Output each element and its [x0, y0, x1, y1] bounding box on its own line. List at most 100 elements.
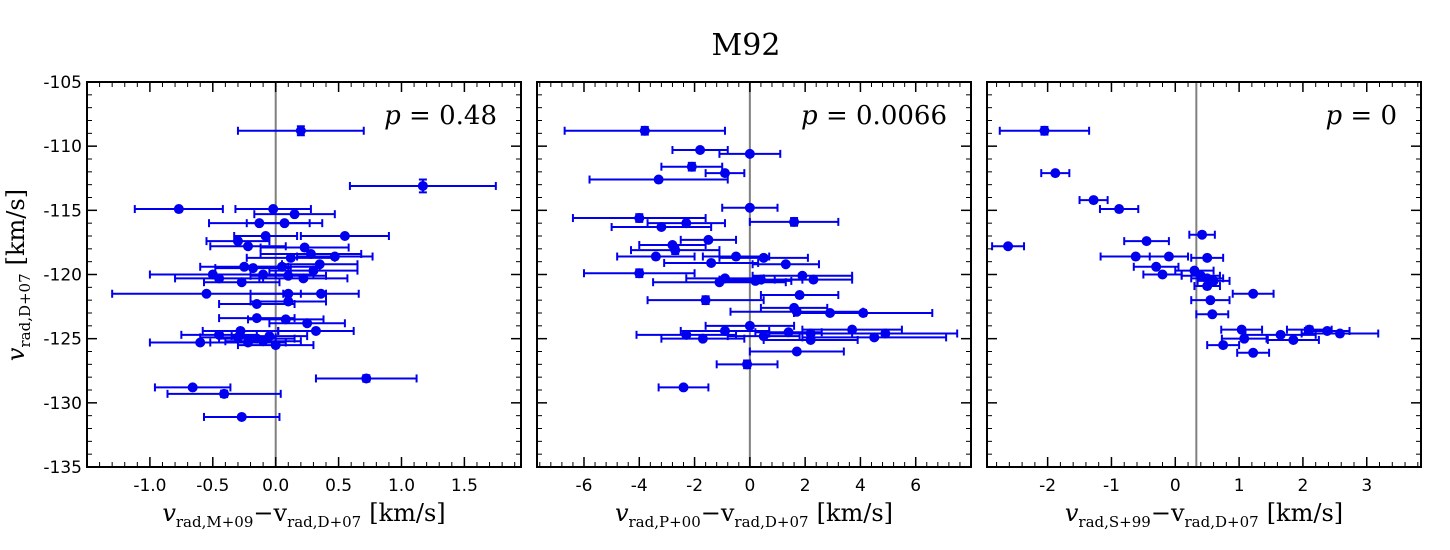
x-label-minus-var: −v: [1151, 499, 1185, 527]
data-point: [660, 161, 724, 172]
data-point: [245, 218, 324, 229]
data-point: [166, 388, 282, 399]
data-marker: [276, 261, 287, 272]
data-point: [205, 236, 271, 247]
data-marker: [1207, 309, 1218, 320]
data-marker: [880, 328, 891, 339]
data-marker: [295, 125, 306, 136]
x-label-var: v: [1065, 499, 1079, 527]
data-point: [1190, 252, 1225, 263]
data-point: [1190, 295, 1231, 306]
data-marker: [634, 213, 645, 224]
data-marker: [1141, 236, 1152, 247]
data-point: [1220, 324, 1264, 335]
p-value: = 0.0066: [818, 101, 947, 131]
p-value: = 0.48: [401, 101, 497, 131]
y-tick-label: -105: [43, 73, 82, 93]
x-tick-label: -1.0: [133, 476, 166, 496]
data-marker: [1239, 333, 1250, 344]
x-tick-label: 2: [1298, 476, 1309, 496]
data-marker: [258, 336, 269, 347]
data-marker: [1157, 269, 1168, 280]
x-tick-label: 6: [910, 476, 921, 496]
data-point: [571, 213, 707, 224]
data-point: [588, 174, 729, 185]
data-point: [236, 340, 315, 351]
data-point: [748, 346, 845, 357]
data-marker: [315, 288, 326, 299]
y-tick-label: -125: [43, 330, 82, 350]
data-point: [202, 277, 281, 288]
x-axis-label: vrad,S+99−vrad,D+07 [km/s]: [1065, 499, 1343, 531]
data-marker: [339, 231, 350, 241]
data-point: [646, 295, 765, 306]
data-point: [259, 242, 350, 253]
data-marker: [808, 274, 819, 285]
data-marker: [681, 329, 692, 340]
x-label-unit: [km/s]: [1267, 499, 1343, 527]
x-label-sub: rad,M+09: [176, 513, 254, 531]
data-marker: [232, 332, 243, 343]
x-label-sub2: rad,D+07: [734, 513, 808, 531]
data-marker: [1218, 340, 1229, 351]
x-label-sub2: rad,D+07: [1185, 513, 1259, 531]
data-point: [629, 245, 721, 256]
data-marker: [731, 251, 742, 262]
y-tick-label: -135: [43, 458, 82, 478]
data-point: [715, 359, 779, 370]
data-point: [751, 259, 820, 270]
data-marker: [858, 308, 869, 318]
data-marker: [1163, 251, 1174, 262]
data-marker: [302, 318, 313, 329]
data-marker: [1050, 168, 1061, 179]
data-point: [748, 216, 840, 227]
y-axis-label-unit: [km/s]: [2, 189, 30, 265]
data-marker: [1202, 252, 1213, 263]
data-point: [1098, 204, 1140, 215]
x-tick-label: -4: [631, 476, 648, 496]
data-point: [1220, 333, 1268, 344]
x-tick-label: -1: [1103, 476, 1120, 496]
data-point: [299, 231, 390, 241]
data-point: [793, 308, 934, 318]
data-marker: [758, 252, 769, 263]
x-label-minus-var: −v: [253, 499, 287, 527]
data-marker: [1304, 324, 1315, 335]
data-marker: [1130, 251, 1141, 262]
x-tick-label: 3: [1361, 476, 1372, 496]
data-marker: [1088, 195, 1099, 206]
x-tick-label: 1.0: [388, 476, 415, 496]
x-label-sub: rad,S+99: [1078, 513, 1150, 531]
y-tick-label: -115: [43, 201, 82, 221]
data-point: [1195, 309, 1230, 320]
x-tick-label: 0.5: [325, 476, 352, 496]
data-marker: [670, 245, 681, 256]
data-marker: [742, 359, 753, 370]
data-point: [704, 320, 796, 331]
data-point: [1266, 334, 1320, 345]
data-marker: [750, 275, 761, 286]
data-point: [1040, 168, 1071, 179]
data-marker: [1288, 334, 1299, 345]
data-point: [243, 261, 321, 272]
x-axis-label: vrad,M+09−vrad,D+07 [km/s]: [162, 499, 445, 531]
x-tick-label: 0: [1170, 476, 1181, 496]
x-label-unit: [km/s]: [369, 499, 445, 527]
x-tick-label: -2: [1039, 476, 1056, 496]
p-value-annotation: p = 0.48: [384, 101, 497, 131]
data-marker: [299, 242, 310, 253]
data-marker: [1248, 288, 1259, 299]
data-point: [282, 288, 360, 299]
data-marker: [243, 241, 254, 252]
data-point: [133, 204, 224, 215]
data-point: [348, 178, 497, 194]
figure-title: M92: [712, 28, 781, 63]
data-marker: [187, 382, 198, 393]
panel-p00: -6 -4 -2 0 2 4 6 p = 0.0066 vrad,P+00−vrad,D+07 […: [536, 81, 972, 531]
data-point: [247, 314, 325, 325]
data-marker: [1275, 329, 1286, 340]
data-marker: [270, 340, 281, 351]
data-point: [174, 273, 265, 284]
data-point: [998, 125, 1091, 136]
data-marker: [232, 236, 243, 247]
